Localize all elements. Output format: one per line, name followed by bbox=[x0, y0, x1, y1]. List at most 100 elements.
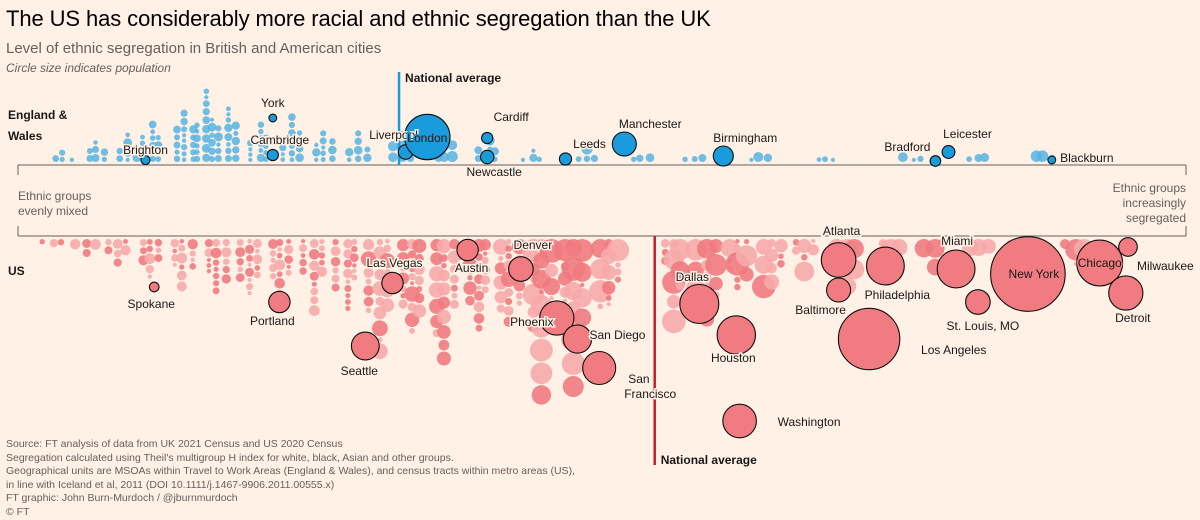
background-circle-us-21 bbox=[147, 274, 152, 279]
background-circle-us-261 bbox=[544, 263, 559, 277]
background-circle-us-145 bbox=[372, 320, 388, 337]
city-label-brighton: Brighton bbox=[123, 143, 168, 157]
city-label-blackburn: Blackburn bbox=[1060, 151, 1113, 165]
background-circle-us-42 bbox=[206, 263, 212, 268]
background-circle-us-10 bbox=[113, 249, 122, 258]
background-circle-us-331 bbox=[744, 239, 750, 245]
background-circle-us-92 bbox=[301, 239, 306, 244]
city-circle-york bbox=[268, 113, 278, 123]
background-circle-us-35 bbox=[187, 239, 198, 250]
background-circle-uk-20 bbox=[138, 146, 147, 155]
background-circle-uk-73 bbox=[215, 147, 222, 155]
background-circle-us-238 bbox=[503, 316, 514, 327]
background-circle-us-155 bbox=[397, 239, 410, 252]
background-circle-us-321 bbox=[709, 276, 723, 291]
background-circle-uk-21 bbox=[139, 140, 146, 146]
background-circle-uk-139 bbox=[387, 141, 399, 152]
background-circle-us-282 bbox=[572, 288, 592, 308]
panel-label-uk-0: England & bbox=[8, 108, 68, 122]
background-circle-us-262 bbox=[542, 277, 561, 296]
background-circle-us-157 bbox=[400, 265, 406, 272]
background-circle-uk-107 bbox=[280, 138, 285, 143]
background-circle-uk-30 bbox=[156, 150, 161, 156]
city-circle-denver bbox=[508, 256, 534, 282]
background-circle-us-30 bbox=[178, 244, 186, 252]
background-circle-uk-1 bbox=[59, 156, 65, 162]
background-circle-us-310 bbox=[687, 261, 704, 279]
background-circle-us-193 bbox=[437, 325, 451, 339]
background-circle-uk-34 bbox=[174, 149, 180, 155]
background-circle-us-164 bbox=[409, 259, 415, 265]
background-circle-uk-69 bbox=[209, 132, 215, 138]
background-circle-uk-99 bbox=[257, 121, 265, 128]
background-circle-uk-4 bbox=[86, 155, 94, 162]
background-circle-us-134 bbox=[365, 278, 372, 285]
background-circle-us-304 bbox=[667, 294, 681, 309]
background-circle-us-178 bbox=[412, 304, 427, 318]
background-circle-uk-65 bbox=[203, 88, 210, 95]
background-circle-us-333 bbox=[739, 267, 754, 282]
background-circle-us-52 bbox=[221, 247, 232, 258]
background-circle-us-44 bbox=[212, 239, 221, 247]
background-circle-us-171 bbox=[409, 328, 415, 334]
background-circle-uk-181 bbox=[917, 155, 924, 162]
background-circle-us-62 bbox=[245, 244, 255, 254]
background-circle-us-277 bbox=[561, 352, 585, 375]
background-circle-us-225 bbox=[498, 255, 504, 262]
background-circle-us-295 bbox=[615, 262, 621, 268]
background-circle-us-88 bbox=[284, 244, 294, 255]
background-circle-uk-125 bbox=[319, 137, 327, 145]
background-circle-us-27 bbox=[171, 254, 179, 262]
panel-label-us-0: US bbox=[8, 264, 25, 278]
background-circle-us-41 bbox=[206, 258, 211, 262]
background-circle-us-126 bbox=[351, 245, 358, 253]
background-circle-uk-182 bbox=[966, 156, 972, 163]
background-circle-uk-102 bbox=[263, 143, 269, 149]
background-circle-uk-89 bbox=[231, 121, 240, 130]
background-circle-us-148 bbox=[385, 239, 390, 244]
background-circle-us-53 bbox=[223, 258, 230, 266]
city-label-york: York bbox=[261, 96, 286, 110]
background-circle-us-339 bbox=[766, 262, 777, 274]
city-label-cambridge: Cambridge bbox=[250, 133, 309, 147]
city-label-st-louis-mo: St. Louis, MO bbox=[947, 319, 1020, 333]
background-circle-us-165 bbox=[409, 265, 416, 273]
background-circle-uk-85 bbox=[232, 154, 240, 162]
background-circle-us-109 bbox=[316, 266, 328, 277]
axis-note-right-0: Ethnic groups bbox=[1113, 181, 1186, 195]
background-circle-us-15 bbox=[140, 247, 147, 255]
background-circle-us-283 bbox=[573, 308, 592, 327]
background-circle-uk-96 bbox=[257, 140, 265, 147]
background-circle-us-19 bbox=[144, 253, 156, 264]
background-circle-us-214 bbox=[474, 290, 484, 301]
footer: Source: FT analysis of data from UK 2021… bbox=[6, 438, 575, 520]
footer-method: Segregation calculated using Theil's mul… bbox=[6, 451, 454, 464]
size-note: Circle size indicates population bbox=[6, 61, 171, 75]
background-circle-uk-95 bbox=[258, 148, 264, 153]
us-national-average-label: National average bbox=[661, 453, 757, 467]
background-circle-us-228 bbox=[494, 290, 508, 304]
background-circle-uk-75 bbox=[213, 132, 223, 142]
background-circle-uk-2 bbox=[59, 149, 66, 156]
background-circle-us-137 bbox=[365, 307, 372, 314]
background-circle-us-99 bbox=[309, 260, 320, 271]
city-circle-new-york bbox=[990, 236, 1066, 312]
background-circle-uk-27 bbox=[150, 129, 156, 135]
background-circle-uk-171 bbox=[691, 156, 698, 162]
background-circle-uk-88 bbox=[233, 130, 239, 136]
background-circle-us-114 bbox=[331, 274, 340, 283]
background-circle-uk-111 bbox=[289, 138, 294, 142]
background-circle-us-74 bbox=[268, 239, 279, 249]
background-circle-us-90 bbox=[286, 264, 291, 269]
background-circle-us-296 bbox=[614, 268, 622, 276]
background-circle-us-291 bbox=[602, 280, 616, 295]
background-circle-uk-114 bbox=[288, 113, 296, 121]
background-circle-uk-41 bbox=[181, 138, 187, 143]
city-circle-spokane bbox=[148, 281, 160, 293]
background-circle-us-213 bbox=[476, 285, 482, 290]
background-circle-us-293 bbox=[606, 302, 611, 307]
background-circle-us-176 bbox=[416, 286, 423, 292]
background-circle-us-130 bbox=[351, 274, 358, 281]
background-circle-uk-177 bbox=[822, 156, 828, 163]
background-circle-us-1 bbox=[49, 239, 58, 248]
